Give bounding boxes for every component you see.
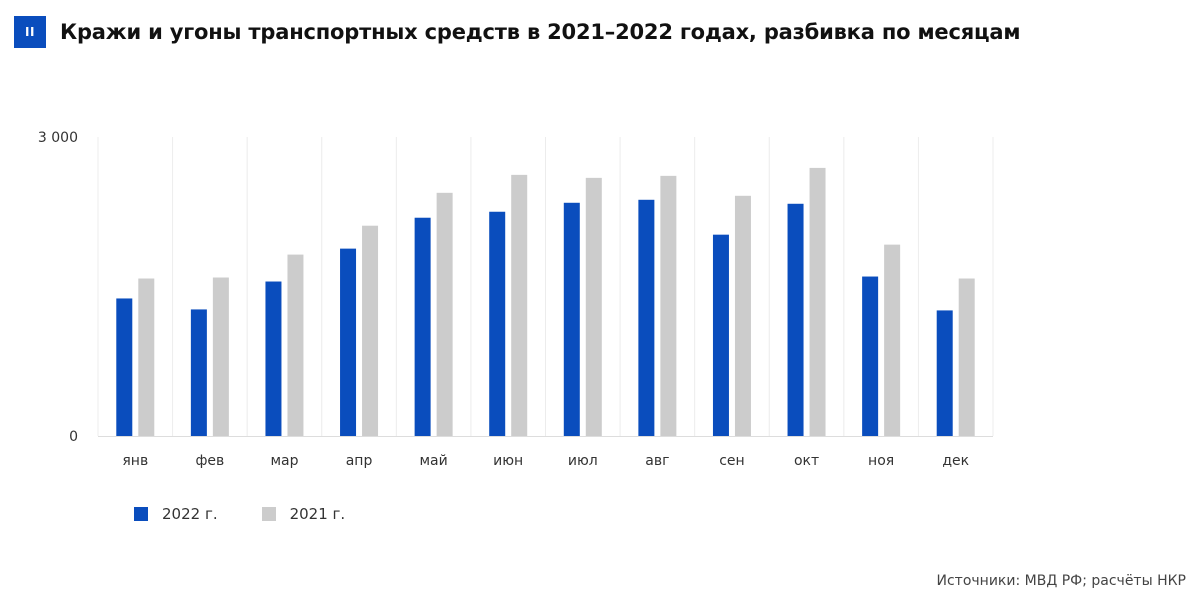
x-tick-label: май [420,453,448,469]
bar-2022-май [414,217,431,436]
bar-2022-июл [563,202,580,436]
x-tick-label: дек [942,453,969,469]
chart-header: II Кражи и угоны транспортных средств в … [14,16,1021,48]
legend-label-2021: 2021 г. [289,505,346,523]
bar-2021-янв [138,278,155,436]
x-tick-label: ноя [868,453,894,469]
legend-swatch-2021 [261,507,276,521]
x-tick-label: фев [195,453,224,469]
bar-2021-июл [585,177,602,436]
bar-2022-июн [489,211,506,436]
bar-2022-ноя [862,276,879,436]
bar-2022-сен [712,234,729,436]
bar-2021-ноя [884,244,901,436]
bar-2021-апр [362,225,379,436]
bar-2021-сен [734,195,751,436]
x-tick-label: июл [568,453,598,469]
bar-2021-май [436,192,453,436]
y-tick-label: 3 000 [38,130,78,146]
bar-2022-фев [190,309,207,436]
y-axis: 3 000 0 [38,130,78,445]
legend-item-2021: 2021 г. [261,505,346,523]
bar-2022-мар [265,281,282,436]
legend: 2022 г. 2021 г. [134,505,389,523]
x-tick-label: апр [346,453,373,469]
x-tick-label: июн [493,453,523,469]
bar-2021-дек [958,278,975,436]
bar-2022-окт [787,203,804,436]
x-axis: янв фев мар апр май июн июл авг сен окт ноя дек [122,453,969,469]
legend-item-2022: 2022 г. [134,505,218,523]
bar-2022-апр [340,248,357,436]
bar-2022-авг [638,199,655,436]
gridlines [97,137,994,437]
legend-swatch-2022 [134,507,148,521]
legend-label-2022: 2022 г. [162,505,218,523]
bar-2021-авг [660,175,677,436]
bar-2021-мар [287,254,304,436]
section-badge: II [14,16,46,48]
x-tick-label: окт [794,453,819,469]
x-tick-label: янв [122,453,148,469]
chart-title: Кражи и угоны транспортных средств в 202… [60,20,1021,44]
bars [116,167,975,436]
x-tick-label: мар [270,453,298,469]
x-tick-label: авг [645,453,669,469]
x-tick-label: сен [719,453,744,469]
y-tick-label: 0 [69,429,78,445]
bar-2022-янв [116,298,133,436]
bar-2021-фев [212,277,229,436]
bar-2022-дек [936,310,953,436]
bar-2021-окт [809,167,826,436]
source-note: Источники: МВД РФ; расчёты НКР [936,573,1186,589]
bar-2021-июн [511,174,528,436]
